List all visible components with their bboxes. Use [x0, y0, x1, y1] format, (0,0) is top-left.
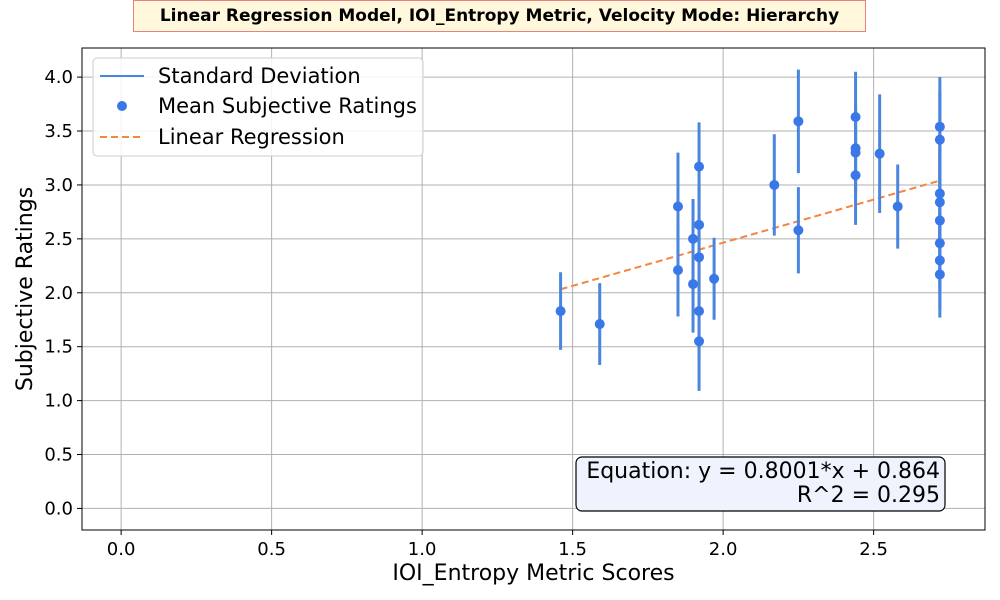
data-point — [594, 319, 605, 330]
data-point — [934, 238, 945, 249]
y-tick-label: 2.0 — [44, 283, 73, 304]
legend: Standard Deviation Mean Subjective Ratin… — [92, 57, 424, 157]
data-point — [694, 252, 705, 263]
data-point — [934, 121, 945, 132]
data-point — [694, 306, 705, 317]
r-squared-text: R^2 = 0.295 — [797, 483, 940, 508]
data-point — [934, 215, 945, 226]
x-tick-label: 2.5 — [859, 539, 888, 560]
data-point — [688, 233, 699, 244]
regression-layer — [560, 179, 941, 291]
data-point — [892, 201, 903, 212]
equation-annotation: Equation: y = 0.8001*x + 0.864 R^2 = 0.2… — [575, 456, 946, 512]
data-points — [555, 112, 945, 347]
x-axis-label: IOI_Entropy Metric Scores — [392, 561, 674, 586]
chart-title: Linear Regression Model, IOI_Entropy Met… — [133, 0, 866, 32]
data-point — [694, 336, 705, 347]
y-tick-label: 1.5 — [44, 337, 73, 358]
x-tick-label: 0.0 — [107, 539, 136, 560]
x-tick-label: 1.5 — [558, 539, 587, 560]
y-tick-label: 0.5 — [44, 445, 73, 466]
data-point — [793, 116, 804, 127]
data-point — [934, 197, 945, 208]
data-point — [874, 148, 885, 159]
data-point — [694, 219, 705, 230]
y-tick-label: 1.0 — [44, 391, 73, 412]
data-point — [769, 179, 780, 190]
y-tick-label: 2.5 — [44, 229, 73, 250]
data-point — [850, 170, 861, 181]
y-tick-label: 4.0 — [44, 67, 73, 88]
data-point — [672, 265, 683, 276]
data-point — [934, 255, 945, 266]
equation-box — [575, 456, 946, 512]
plot-frame — [81, 47, 986, 531]
data-point — [934, 269, 945, 280]
data-point — [555, 306, 566, 317]
data-point — [688, 279, 699, 290]
axis-ticks: 0.0 0.5 1.0 1.5 2.0 2.5 0.0 0.5 1.0 1.5 2.0 2.5 3.0 3… — [44, 67, 888, 560]
y-tick-label: 3.0 — [44, 175, 73, 196]
legend-label-regression: Linear Regression — [158, 125, 345, 149]
data-point — [694, 161, 705, 172]
regression-line — [560, 179, 941, 291]
y-axis-label: Subjective Ratings — [13, 187, 38, 391]
x-tick-label: 1.0 — [408, 539, 437, 560]
legend-points-swatch — [117, 101, 127, 111]
x-tick-label: 0.5 — [257, 539, 286, 560]
data-point — [672, 201, 683, 212]
legend-box — [92, 57, 424, 157]
data-point — [934, 188, 945, 199]
y-tick-label: 3.5 — [44, 121, 73, 142]
error-bars — [559, 69, 942, 391]
x-tick-label: 2.0 — [709, 539, 738, 560]
data-point — [709, 273, 720, 284]
data-point — [934, 134, 945, 145]
data-point — [793, 225, 804, 236]
legend-label-points: Mean Subjective Ratings — [158, 94, 417, 118]
equation-text: Equation: y = 0.8001*x + 0.864 — [586, 459, 940, 484]
data-point — [850, 147, 861, 158]
y-tick-label: 0.0 — [44, 498, 73, 519]
data-point — [850, 112, 861, 123]
legend-label-sd: Standard Deviation — [158, 64, 361, 88]
